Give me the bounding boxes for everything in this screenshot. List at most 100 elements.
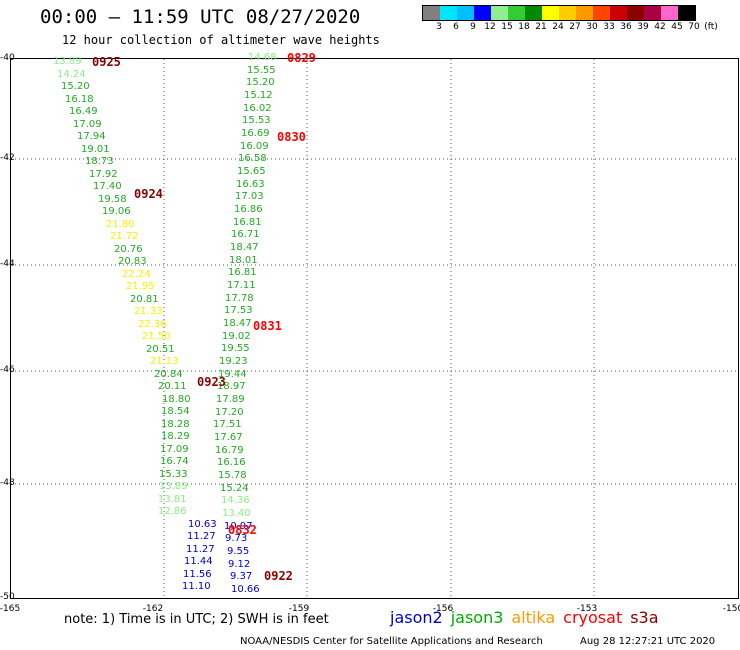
longitude-label: -159 xyxy=(288,604,310,614)
wave-height-value: 17.11 xyxy=(227,280,256,291)
color-scale-label: 45 xyxy=(671,22,683,32)
wave-height-value: 9.73 xyxy=(225,533,248,544)
color-swatch xyxy=(593,6,610,20)
wave-height-value: 16.49 xyxy=(69,106,98,117)
wave-height-value: 11.56 xyxy=(183,569,212,580)
pass-time-label: 0831 xyxy=(253,319,282,333)
legend-entry-cryosat: cryosat xyxy=(563,608,623,627)
wave-height-value: 17.40 xyxy=(93,181,122,192)
longitude-label: -153 xyxy=(576,604,598,614)
pass-time-label: 0923 xyxy=(197,375,226,389)
longitude-label: -156 xyxy=(432,604,454,614)
wave-height-value: 13.89 xyxy=(159,481,188,492)
longitude-label: -150 xyxy=(722,604,740,614)
wave-height-value: 19.01 xyxy=(81,144,110,155)
graticule xyxy=(11,59,738,598)
color-scale-labels: 3 6 9 12 15 18 21 24 27 30 33 36 39 42 45 70 (ft) xyxy=(422,22,740,34)
wave-height-value: 16.18 xyxy=(65,94,94,105)
wave-height-value: 19.02 xyxy=(222,331,251,342)
units-note: note: 1) Time is in UTC; 2) SWH is in fe… xyxy=(64,612,329,627)
color-scale-label: 70 xyxy=(688,22,700,32)
color-scale-label: 24 xyxy=(552,22,564,32)
color-swatch xyxy=(508,6,525,20)
credit-line: NOAA/NESDIS Center for Satellite Applica… xyxy=(240,636,543,647)
wave-height-value: 11.27 xyxy=(186,544,215,555)
wave-height-value: 16.69 xyxy=(241,128,270,139)
wave-height-value: 18.47 xyxy=(230,242,259,253)
wave-height-value: 17.03 xyxy=(235,191,264,202)
generation-timestamp: Aug 28 12:27:21 UTC 2020 xyxy=(580,636,716,647)
color-swatch xyxy=(678,6,695,20)
wave-height-value: 16.63 xyxy=(236,179,265,190)
color-scale-label: 6 xyxy=(453,22,459,32)
wave-height-value: 17.92 xyxy=(89,169,118,180)
wave-height-value: 20.81 xyxy=(130,294,159,305)
wave-height-value: 17.53 xyxy=(224,305,253,316)
latitude-label: -48 xyxy=(0,478,15,488)
wave-height-value: 21.33 xyxy=(134,306,163,317)
wave-height-value: 22.24 xyxy=(122,269,151,280)
wave-height-value: 17.67 xyxy=(214,432,243,443)
wave-height-value: 16.09 xyxy=(240,141,269,152)
color-scale-label: 30 xyxy=(586,22,598,32)
wave-height-value: 16.79 xyxy=(215,445,244,456)
wave-height-value: 14.24 xyxy=(57,69,86,80)
wave-height-value: 17.89 xyxy=(216,394,245,405)
wave-height-value: 18.29 xyxy=(161,431,190,442)
color-swatch xyxy=(474,6,491,20)
wave-height-value: 19.55 xyxy=(221,343,250,354)
color-swatch xyxy=(559,6,576,20)
latitude-label: -42 xyxy=(0,153,15,163)
wave-height-value: 16.81 xyxy=(228,267,257,278)
wave-height-value: 22.36 xyxy=(138,319,167,330)
color-swatch xyxy=(491,6,508,20)
wave-height-value: 13.81 xyxy=(158,494,187,505)
wave-height-value: 19.06 xyxy=(102,206,131,217)
wave-height-value: 9.37 xyxy=(230,571,253,582)
wave-height-value: 15.33 xyxy=(159,469,188,480)
wave-height-value: 18.80 xyxy=(162,394,191,405)
wave-height-value: 16.16 xyxy=(217,457,246,468)
legend-entry-jason3: jason3 xyxy=(450,608,504,627)
color-swatch xyxy=(525,6,542,20)
wave-height-value: 16.81 xyxy=(233,217,262,228)
wave-height-value: 21.72 xyxy=(110,231,139,242)
wave-height-value: 17.20 xyxy=(215,407,244,418)
wave-height-value: 11.10 xyxy=(182,581,211,592)
latitude-label: -50 xyxy=(0,592,15,602)
wave-height-value: 18.01 xyxy=(229,255,258,266)
color-swatch xyxy=(627,6,644,20)
wave-height-value: 18.97 xyxy=(217,381,246,392)
wave-height-value: 18.54 xyxy=(161,406,190,417)
wave-height-value: 15.24 xyxy=(220,483,249,494)
color-scale-label: 15 xyxy=(501,22,513,32)
color-scale-label: 33 xyxy=(603,22,615,32)
wave-height-value: 15.55 xyxy=(247,65,276,76)
wave-height-value: 19.44 xyxy=(218,369,247,380)
color-scale-label: 39 xyxy=(637,22,649,32)
color-scale-label: 9 xyxy=(470,22,476,32)
color-swatch xyxy=(661,6,678,20)
pass-time-label: 0830 xyxy=(277,130,306,144)
color-swatch xyxy=(542,6,559,20)
color-scale-label: 18 xyxy=(518,22,530,32)
color-scale-label: 27 xyxy=(569,22,581,32)
pass-time-label: 0832 xyxy=(228,523,257,537)
wave-height-value: 20.83 xyxy=(118,256,147,267)
color-swatch xyxy=(644,6,661,20)
wave-height-value: 20.76 xyxy=(114,244,143,255)
wave-height-value: 17.51 xyxy=(213,419,242,430)
wave-height-value: 17.78 xyxy=(225,293,254,304)
color-swatch xyxy=(576,6,593,20)
color-scale-label: (ft) xyxy=(704,22,718,32)
legend-entry-jason2: jason2 xyxy=(390,608,443,627)
color-scale-label: 42 xyxy=(654,22,666,32)
wave-height-value: 21.50 xyxy=(142,331,171,342)
color-swatch xyxy=(440,6,457,20)
color-swatch xyxy=(423,6,440,20)
wave-height-value: 10.97 xyxy=(224,521,253,532)
wave-height-value: 20.51 xyxy=(146,344,175,355)
pass-time-label: 0924 xyxy=(134,187,163,201)
latitude-label: -46 xyxy=(0,365,15,375)
